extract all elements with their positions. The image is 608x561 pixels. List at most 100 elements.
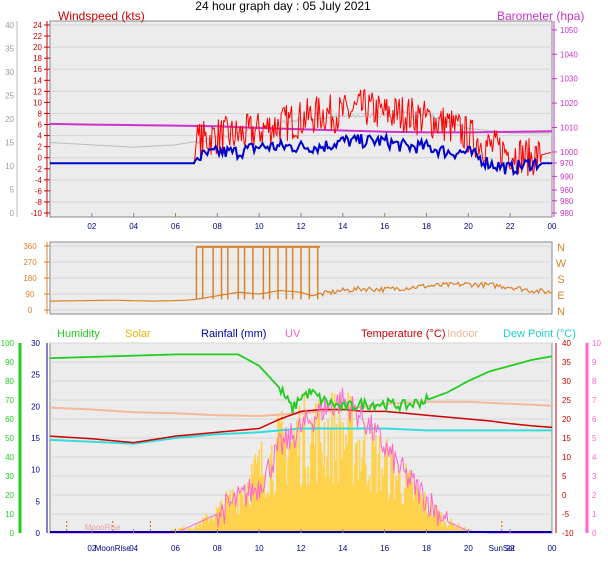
rainfall-tick-label: 15 <box>31 434 40 443</box>
outer-tick-label: 40 <box>5 21 14 30</box>
hour-tick-label: 00 <box>548 544 557 553</box>
windspeed-tick-label: 6 <box>38 121 43 130</box>
uv-tick-label: 8 <box>592 377 597 386</box>
humidity-tick-label: 70 <box>5 396 14 405</box>
hour-tick-label: 08 <box>213 222 222 231</box>
windspeed-tick-label: 14 <box>33 76 42 85</box>
outer-tick-label: 25 <box>5 92 14 101</box>
hour-tick-label: 10 <box>255 544 264 553</box>
humidity-tick-label: 100 <box>1 339 15 348</box>
outer-tick-label: 30 <box>5 68 14 77</box>
barometer-axis: 1050 1040 1030 1020 1010 1000 990 980 970 960 980 <box>552 21 578 218</box>
hour-tick-label: 00 <box>548 222 557 231</box>
uv-tick-label: 6 <box>592 415 597 424</box>
legend-solar: Solar <box>125 328 151 340</box>
outer-tick-label: 35 <box>5 45 14 54</box>
temperature-tick-label: -10 <box>562 529 574 538</box>
humidity-line <box>49 353 553 414</box>
temperature-x-axis: 02 04 06 08 10 12 14 16 18 20 22 00 <box>87 529 557 553</box>
hour-tick-label: 22 <box>506 222 515 231</box>
barometer-tick-label: 990 <box>560 172 574 181</box>
temperature-tick-label: 30 <box>562 377 571 386</box>
hour-tick-label: 20 <box>464 222 473 231</box>
direction-tick-label: 180 <box>23 274 37 283</box>
barometer-label: Barometer (hpa) <box>497 9 584 23</box>
humidity-tick-label: 30 <box>5 472 14 481</box>
uv-tick-label: 1 <box>592 510 597 519</box>
hour-tick-label: 06 <box>171 544 180 553</box>
outer-tick-label: 0 <box>10 209 15 218</box>
temperature-tick-label: 25 <box>562 396 571 405</box>
uv-tick-label: 7 <box>592 396 597 405</box>
barometer-tick-label: 1030 <box>560 75 578 84</box>
hour-tick-label: 18 <box>422 222 431 231</box>
hour-tick-label: 22 <box>506 544 515 553</box>
windspeed-tick-label: 22 <box>33 32 42 41</box>
uv-tick-label: 10 <box>592 339 601 348</box>
rainfall-tick-label: 5 <box>36 497 41 506</box>
humidity-tick-label: 0 <box>10 529 15 538</box>
temperature-tick-label: 5 <box>562 472 567 481</box>
humidity-tick-label: 10 <box>5 510 14 519</box>
windspeed-tick-label: -2 <box>35 165 43 174</box>
compass-tick-label: N <box>557 306 565 318</box>
windspeed-tick-label: 18 <box>33 54 42 63</box>
uv-tick-label: 2 <box>592 491 597 500</box>
wind-series <box>49 89 553 177</box>
outer-tick-label: 15 <box>5 139 14 148</box>
temperature-tick-label: 15 <box>562 434 571 443</box>
windspeed-tick-label: 12 <box>33 87 42 96</box>
temperature-axes: 1009080706050403020100302520151050403530… <box>1 339 602 538</box>
uv-tick-label: 0 <box>592 529 597 538</box>
rainfall-tick-label: 25 <box>31 371 40 380</box>
hour-tick-label: 12 <box>297 222 306 231</box>
hour-tick-label: 16 <box>380 544 389 553</box>
rainfall-tick-label: 0 <box>36 529 41 538</box>
compass-tick-label: N <box>557 242 565 254</box>
windspeed-tick-label: 0 <box>38 154 43 163</box>
legend-uv: UV <box>285 328 301 340</box>
barometer-tick-label: 960 <box>560 186 574 195</box>
legend-rainfall: Rainfall (mm) <box>201 328 266 340</box>
indoor-temperature-line <box>49 400 553 418</box>
windspeed-tick-label: 10 <box>33 98 42 107</box>
hour-tick-label: 20 <box>464 544 473 553</box>
hour-tick-label: 04 <box>129 544 138 553</box>
windspeed-tick-label: -8 <box>35 198 43 207</box>
wind-panel: Windspeed (kts) Barometer (hpa) 24222018… <box>5 9 584 231</box>
hour-tick-label: 14 <box>338 544 347 553</box>
uv-tick-label: 3 <box>592 472 597 481</box>
direction-tick-label: 90 <box>26 290 35 299</box>
direction-tick-label: 0 <box>28 306 33 315</box>
temperature-tick-label: 40 <box>562 339 571 348</box>
astronomy-events: MoonRise MoonRise SunSet <box>66 521 516 553</box>
barometer-tick-label: 980 <box>560 209 574 218</box>
event-label: MoonRise <box>95 544 132 553</box>
direction-degree-axis: 360 270 180 90 0 <box>23 242 50 315</box>
windspeed-tick-label: -4 <box>35 176 43 185</box>
barometer-tick-label: 980 <box>560 197 574 206</box>
barometer-tick-label: 1020 <box>560 99 578 108</box>
windspeed-tick-label: 8 <box>38 109 43 118</box>
hour-tick-label: 18 <box>422 544 431 553</box>
hour-tick-label: 14 <box>338 222 347 231</box>
humidity-tick-label: 60 <box>5 415 14 424</box>
wind-x-axis: 02 04 06 08 10 12 14 16 18 20 22 00 <box>87 213 557 231</box>
direction-tick-label: 270 <box>23 258 37 267</box>
outer-tick-label: 20 <box>5 115 14 124</box>
barometer-tick-label: 1050 <box>560 26 578 35</box>
windspeed-tick-label: 20 <box>33 43 42 52</box>
rainfall-tick-label: 10 <box>31 466 40 475</box>
temperature-tick-label: 20 <box>562 415 571 424</box>
compass-tick-label: W <box>556 258 567 270</box>
uv-tick-label: 9 <box>592 358 597 367</box>
windspeed-tick-label: 24 <box>33 21 42 30</box>
legend-temperature: Temperature (°C) <box>361 328 445 340</box>
outer-tick-label: 10 <box>5 162 14 171</box>
barometer-tick-label: 1040 <box>560 50 578 59</box>
humidity-tick-label: 40 <box>5 453 14 462</box>
